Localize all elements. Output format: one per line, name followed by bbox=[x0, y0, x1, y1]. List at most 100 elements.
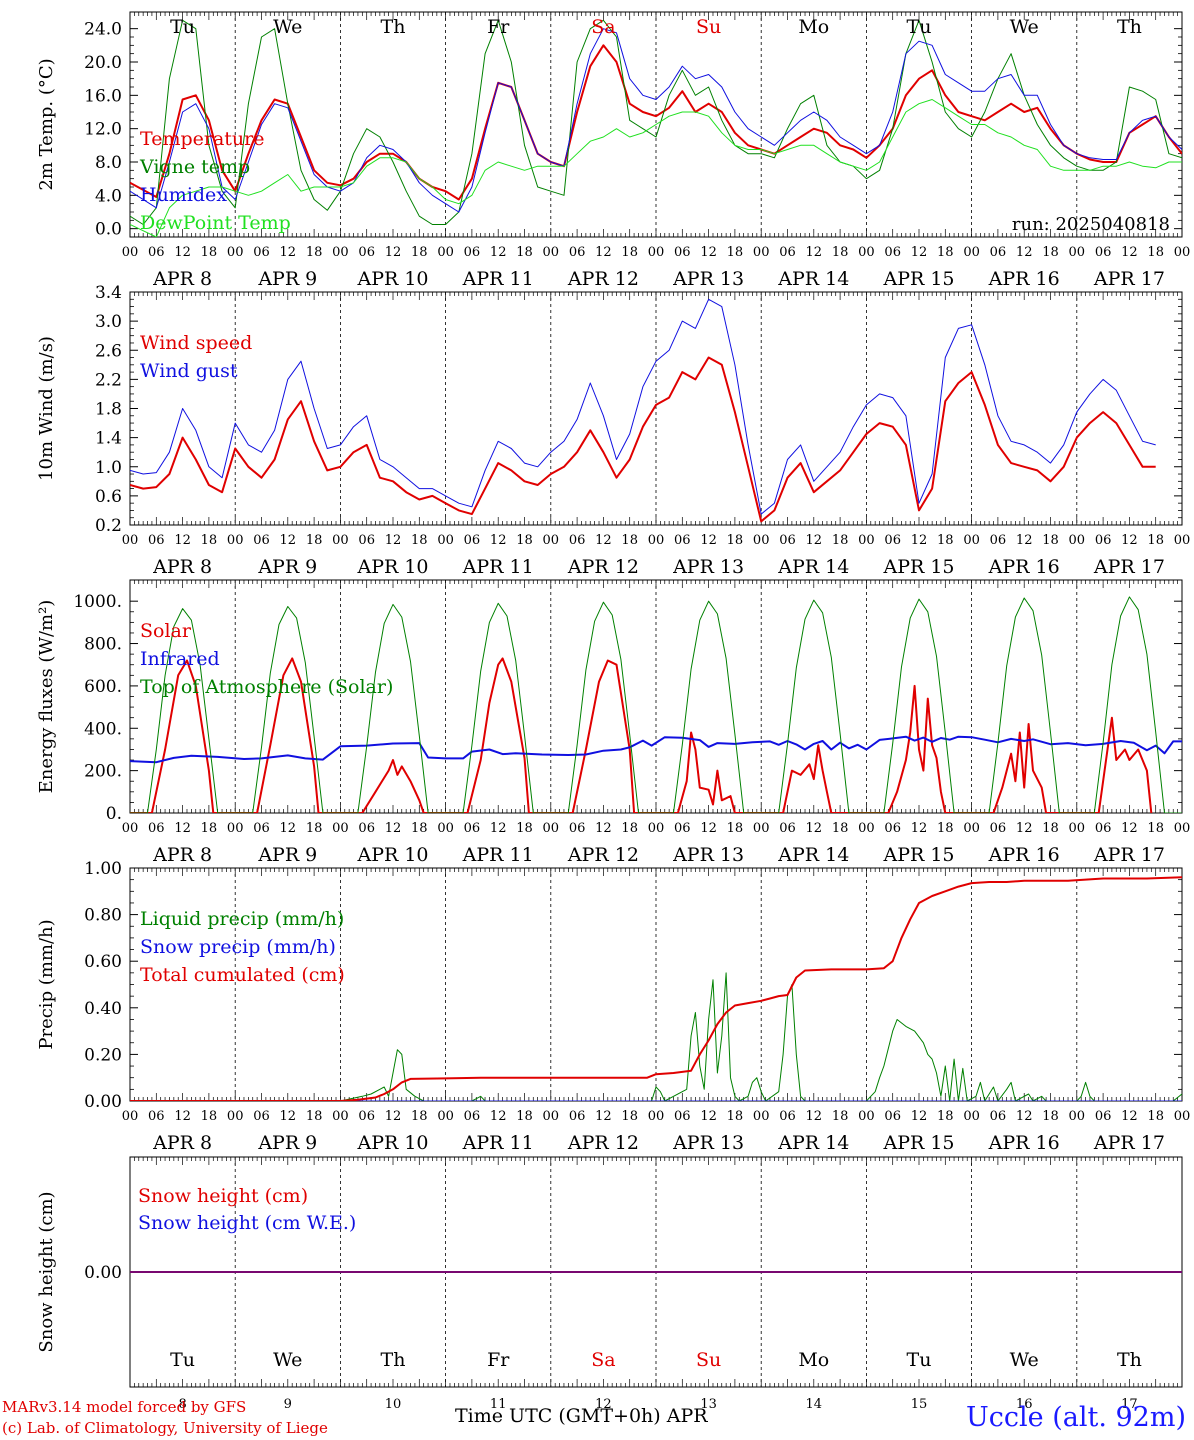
date-label: APR 10 bbox=[356, 556, 428, 578]
hour-tick-label: 00 bbox=[753, 1109, 770, 1124]
hour-tick-label: 12 bbox=[700, 245, 717, 260]
hour-tick-label: 00 bbox=[227, 533, 244, 548]
hour-tick-label: 18 bbox=[306, 245, 323, 260]
day-name: Su bbox=[696, 1349, 721, 1371]
hour-tick-label: 00 bbox=[1174, 533, 1191, 548]
hour-tick-label: 12 bbox=[174, 1109, 191, 1124]
y-tick-label: 800. bbox=[84, 635, 122, 655]
hour-tick-label: 00 bbox=[963, 821, 980, 836]
hour-tick-label: 12 bbox=[1121, 1109, 1138, 1124]
hour-tick-label: 12 bbox=[1121, 533, 1138, 548]
date-label: APR 9 bbox=[257, 844, 317, 866]
y-tick-label: 0.2 bbox=[95, 516, 122, 536]
date-label: 8 bbox=[178, 1397, 186, 1412]
y-tick-label: 0.40 bbox=[84, 999, 122, 1019]
x-axis-title: Time UTC (GMT+0h) APR bbox=[455, 1405, 708, 1427]
day-name: Th bbox=[381, 1349, 406, 1371]
hour-tick-label: 18 bbox=[411, 245, 428, 260]
hour-tick-label: 12 bbox=[911, 821, 928, 836]
y-tick-label: 20.0 bbox=[84, 53, 122, 73]
hour-tick-label: 06 bbox=[253, 1109, 270, 1124]
hour-tick-label: 12 bbox=[490, 245, 507, 260]
date-label: APR 8 bbox=[152, 844, 212, 866]
series-line-3 bbox=[130, 28, 1182, 213]
hour-tick-label: 00 bbox=[963, 1109, 980, 1124]
hour-tick-label: 12 bbox=[1016, 1109, 1033, 1124]
y-tick-label: 3.4 bbox=[95, 283, 122, 303]
copyright-credit: (c) Lab. of Climatology, University of L… bbox=[2, 1419, 328, 1437]
hour-tick-label: 12 bbox=[806, 245, 823, 260]
hour-tick-label: 06 bbox=[464, 821, 481, 836]
hour-tick-label: 18 bbox=[727, 1109, 744, 1124]
y-tick-label: 3.0 bbox=[95, 312, 122, 332]
hour-tick-label: 18 bbox=[306, 821, 323, 836]
hour-tick-label: 00 bbox=[227, 245, 244, 260]
hour-tick-label: 12 bbox=[280, 821, 297, 836]
hour-tick-label: 06 bbox=[358, 1109, 375, 1124]
hour-tick-label: 12 bbox=[595, 821, 612, 836]
legend-entry-1: Wind speed bbox=[140, 332, 252, 354]
hour-tick-label: 00 bbox=[332, 1109, 349, 1124]
panel-5: 0.00 Snow height (cm) Snow height (cm) Snow… bbox=[36, 1156, 1183, 1412]
date-label: APR 9 bbox=[257, 268, 317, 290]
hour-tick-label: 00 bbox=[648, 245, 665, 260]
panel-3: 0. 200. 400. 600. 800. 1000. Energy fluxes (W/… bbox=[36, 579, 1190, 866]
hour-tick-label: 00 bbox=[858, 245, 875, 260]
hour-tick-label: 18 bbox=[306, 1109, 323, 1124]
y-axis-label: Energy fluxes (W/m²) bbox=[36, 600, 57, 794]
hour-tick-label: 12 bbox=[806, 1109, 823, 1124]
y-tick-label: 8.0 bbox=[95, 153, 122, 173]
day-name: Tu bbox=[170, 1349, 195, 1371]
y-axis-label: Precip (mm/h) bbox=[36, 919, 57, 1049]
hour-tick-label: 12 bbox=[700, 821, 717, 836]
hour-tick-label: 06 bbox=[884, 245, 901, 260]
hour-tick-label: 18 bbox=[1042, 821, 1059, 836]
series-group bbox=[130, 876, 1182, 1101]
hour-tick-label: 18 bbox=[201, 1109, 218, 1124]
hour-tick-label: 00 bbox=[1069, 245, 1086, 260]
hour-tick-label: 18 bbox=[516, 821, 533, 836]
hour-tick-label: 06 bbox=[464, 1109, 481, 1124]
hour-tick-label: 00 bbox=[1174, 1109, 1191, 1124]
day-name: We bbox=[273, 16, 302, 38]
hour-tick-label: 06 bbox=[990, 821, 1007, 836]
hour-tick-label: 06 bbox=[358, 245, 375, 260]
hour-tick-label: 06 bbox=[569, 533, 586, 548]
day-name: Mo bbox=[798, 16, 829, 38]
date-label: APR 13 bbox=[672, 1132, 744, 1154]
hour-tick-label: 00 bbox=[437, 245, 454, 260]
hour-tick-label: 00 bbox=[753, 245, 770, 260]
hour-tick-label: 00 bbox=[1174, 245, 1191, 260]
date-label: APR 9 bbox=[257, 1132, 317, 1154]
hour-tick-label: 06 bbox=[148, 1109, 165, 1124]
hour-tick-label: 12 bbox=[1016, 821, 1033, 836]
series-line-1 bbox=[130, 657, 1153, 813]
day-name: Fr bbox=[487, 1349, 510, 1371]
date-label: APR 17 bbox=[1093, 556, 1165, 578]
y-tick-label: 200. bbox=[84, 762, 122, 782]
hour-tick-label: 18 bbox=[411, 821, 428, 836]
series-line-2 bbox=[130, 298, 1156, 515]
hour-tick-label: 00 bbox=[648, 1109, 665, 1124]
hour-tick-label: 00 bbox=[543, 533, 560, 548]
legend-entry-3: Total cumulated (cm) bbox=[140, 964, 345, 986]
panel-4: 0.00 0.20 0.40 0.60 0.80 1.00 Precip (mm/h) Liq… bbox=[36, 859, 1190, 1154]
hour-tick-label: 12 bbox=[595, 245, 612, 260]
hour-tick-label: 18 bbox=[621, 245, 638, 260]
hour-tick-label: 06 bbox=[464, 533, 481, 548]
hour-tick-label: 00 bbox=[227, 821, 244, 836]
date-label: APR 12 bbox=[567, 556, 639, 578]
hour-tick-label: 12 bbox=[700, 533, 717, 548]
legend-entry-2: Wind gust bbox=[140, 360, 238, 382]
hour-tick-label: 18 bbox=[937, 245, 954, 260]
hour-tick-label: 06 bbox=[148, 821, 165, 836]
hour-tick-label: 06 bbox=[674, 245, 691, 260]
legend-entry-1: Snow height (cm) bbox=[138, 1185, 308, 1207]
date-label: 12 bbox=[595, 1397, 612, 1412]
hour-tick-label: 18 bbox=[411, 533, 428, 548]
day-name: Sa bbox=[591, 16, 615, 38]
hour-tick-label: 06 bbox=[358, 821, 375, 836]
hour-tick-label: 12 bbox=[174, 245, 191, 260]
y-tick-label: 0.20 bbox=[84, 1045, 122, 1065]
